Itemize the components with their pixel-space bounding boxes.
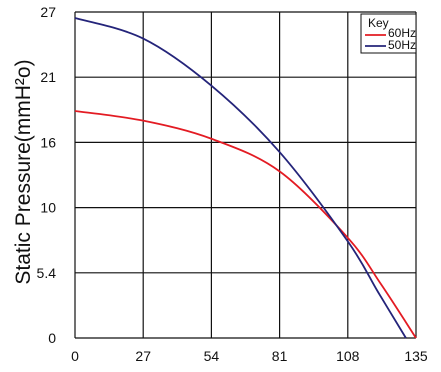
y-tick-label-1: 5.4 [37,265,57,281]
x-tick-label-2: 54 [204,348,220,364]
series-layer [74,17,417,339]
y-tick-label-0: 0 [48,330,56,346]
x-tick-label-1: 27 [135,348,151,364]
y-tick-label-3: 16 [40,134,56,150]
legend-label-50hz: 50Hz [388,38,416,52]
x-tick-label-4: 108 [336,348,360,364]
y-axis-title: Static Pressure(mmH²o) [12,59,35,284]
legend: Key 60Hz 50Hz [360,13,417,54]
grid-layer [74,11,417,339]
x-tick-label-3: 81 [272,348,288,364]
y-tick-label-2: 10 [40,200,56,216]
series-line-50hz [74,17,407,339]
legend-title: Key [368,16,389,30]
y-tick-label-5: 27 [40,4,56,20]
y-tick-label-4: 21 [40,69,56,85]
ticks-layer: 0 27 54 81 108 135 0 5.4 10 16 21 27 [37,4,428,364]
x-tick-label-0: 0 [71,348,79,364]
series-line-60hz [74,110,417,339]
legend-label-60hz: 60Hz [388,26,416,40]
x-tick-label-5: 135 [404,348,428,364]
